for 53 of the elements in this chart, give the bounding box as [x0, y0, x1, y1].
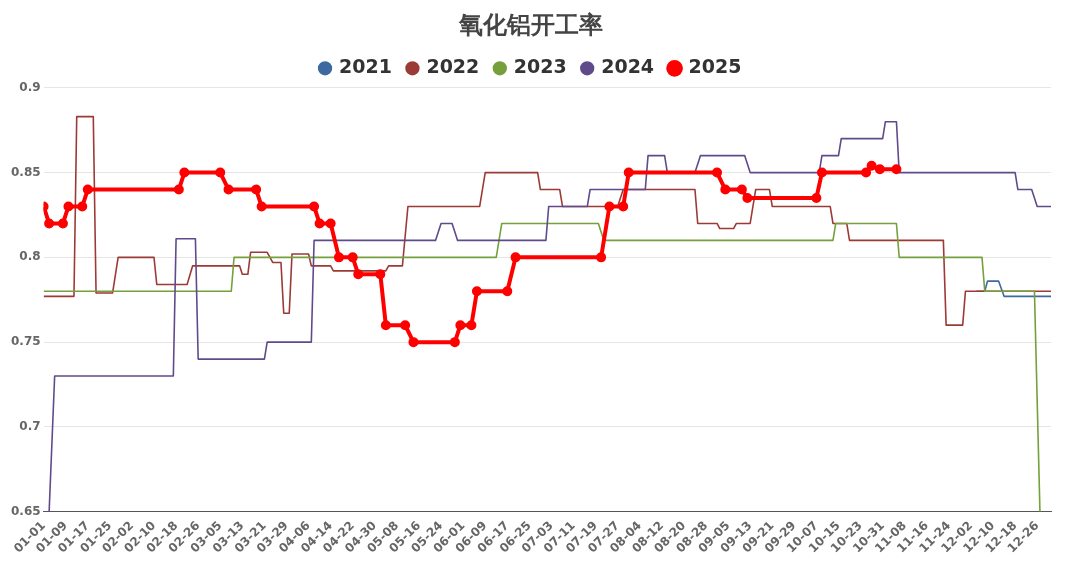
point: [623, 167, 634, 178]
point: [309, 201, 320, 212]
point: [314, 218, 325, 229]
point: [82, 184, 93, 195]
point: [866, 160, 877, 171]
point: [325, 218, 336, 229]
point: [179, 167, 190, 178]
point: [408, 337, 419, 348]
point: [333, 252, 344, 263]
point: [44, 218, 55, 229]
point: [742, 193, 753, 204]
legend-label: 2023: [513, 55, 567, 78]
point: [63, 201, 74, 212]
point: [816, 167, 827, 178]
point: [347, 252, 358, 263]
y-tick-label: 0.9: [19, 79, 41, 94]
point: [618, 201, 629, 212]
point: [811, 193, 822, 204]
point: [736, 184, 747, 195]
point: [256, 201, 267, 212]
point: [596, 252, 607, 263]
point: [57, 218, 68, 229]
point: [223, 184, 234, 195]
point: [471, 286, 482, 297]
point: [251, 184, 262, 195]
point: [861, 167, 872, 178]
point: [173, 184, 184, 195]
point: [720, 184, 731, 195]
y-tick-label: 0.85: [11, 164, 41, 179]
point: [380, 320, 391, 331]
y-tick-label: 0.8: [19, 249, 41, 264]
point: [712, 167, 723, 178]
point: [353, 269, 364, 280]
chart-title: 氧化铝开工率: [458, 10, 603, 39]
point: [449, 337, 460, 348]
legend-label: 2025: [688, 55, 742, 78]
point: [215, 167, 226, 178]
y-tick-label: 0.65: [11, 503, 41, 518]
legend-label: 2024: [601, 55, 655, 78]
point: [466, 320, 477, 331]
point: [874, 164, 885, 175]
point: [510, 252, 521, 263]
y-tick-label: 0.75: [11, 334, 41, 349]
point: [400, 320, 411, 331]
point: [502, 286, 513, 297]
legend-label: 2021: [339, 55, 392, 78]
point: [77, 201, 88, 212]
point: [891, 164, 902, 175]
y-tick-label: 0.7: [19, 419, 41, 434]
legend-label: 2022: [426, 55, 480, 78]
point: [375, 269, 386, 280]
point: [455, 320, 466, 331]
point: [604, 201, 615, 212]
